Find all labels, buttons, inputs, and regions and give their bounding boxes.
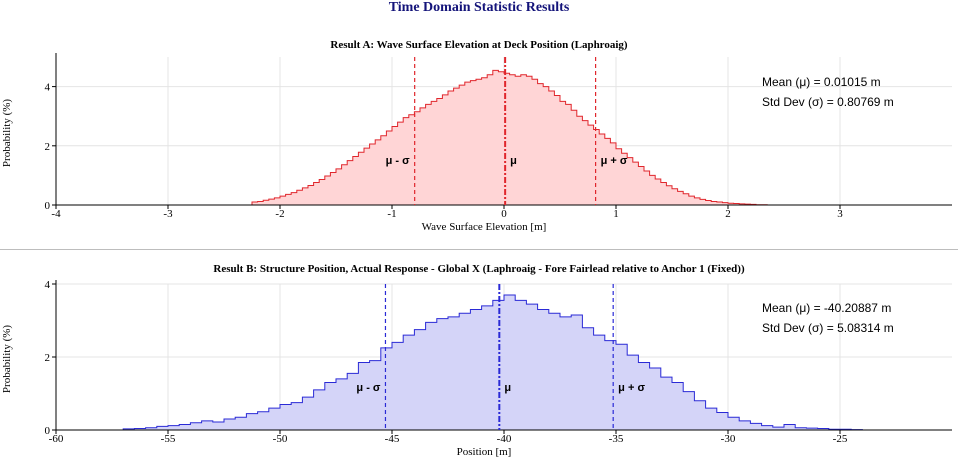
x-tick-label: -4 [51, 208, 61, 220]
y-tick-label: 2 [45, 141, 51, 153]
y-tick-label: 4 [45, 82, 51, 94]
x-tick-label: -40 [497, 433, 512, 445]
histogram-fill [123, 294, 863, 430]
mean-plus-sigma-label: μ + σ [618, 382, 645, 394]
x-tick-label: -50 [273, 433, 288, 445]
x-tick-label: 2 [725, 208, 731, 220]
x-axis-label: Position [m] [457, 446, 512, 458]
mean-label: μ [510, 155, 517, 167]
x-tick-label: -45 [385, 433, 400, 445]
histogram-outline [56, 69, 952, 206]
x-tick-label: -30 [721, 433, 736, 445]
x-tick-label: 3 [837, 208, 843, 220]
mean-label: μ [504, 382, 511, 394]
x-axis-label: Wave Surface Elevation [m] [422, 221, 547, 233]
std-dev-stat: Std Dev (σ) = 0.80769 m [762, 95, 894, 109]
x-tick-label: -25 [833, 433, 848, 445]
x-tick-label: -35 [609, 433, 624, 445]
x-tick-label: 1 [613, 208, 619, 220]
y-tick-label: 2 [45, 352, 51, 364]
chart-b: Result B: Structure Position, Actual Res… [1, 263, 952, 458]
chart-title: Result A: Wave Surface Elevation at Deck… [330, 39, 628, 51]
mean-stat: Mean (μ) = -40.20887 m [762, 301, 891, 315]
mean-plus-sigma-label: μ + σ [601, 155, 628, 167]
mean-stat: Mean (μ) = 0.01015 m [762, 75, 881, 89]
x-tick-label: -60 [49, 433, 64, 445]
std-dev-stat: Std Dev (σ) = 5.08314 m [762, 321, 894, 335]
y-tick-label: 4 [45, 279, 51, 291]
histogram-fill [252, 70, 768, 205]
chart-title: Result B: Structure Position, Actual Res… [213, 263, 745, 275]
x-tick-label: -3 [163, 208, 173, 220]
y-axis-label: Probability (%) [1, 325, 13, 393]
mean-minus-sigma-label: μ - σ [356, 382, 381, 394]
mean-minus-sigma-label: μ - σ [386, 155, 411, 167]
x-tick-label: 0 [501, 208, 507, 220]
x-tick-label: -1 [387, 208, 396, 220]
x-tick-label: -55 [161, 433, 176, 445]
chart-a: Result A: Wave Surface Elevation at Deck… [1, 39, 952, 233]
histogram-outline [56, 294, 952, 431]
chart-separator [0, 249, 958, 250]
page-title: Time Domain Statistic Results [388, 0, 570, 15]
y-tick-label: 0 [45, 200, 51, 212]
y-tick-label: 0 [45, 425, 51, 437]
x-tick-label: -2 [275, 208, 284, 220]
y-axis-label: Probability (%) [1, 99, 13, 167]
